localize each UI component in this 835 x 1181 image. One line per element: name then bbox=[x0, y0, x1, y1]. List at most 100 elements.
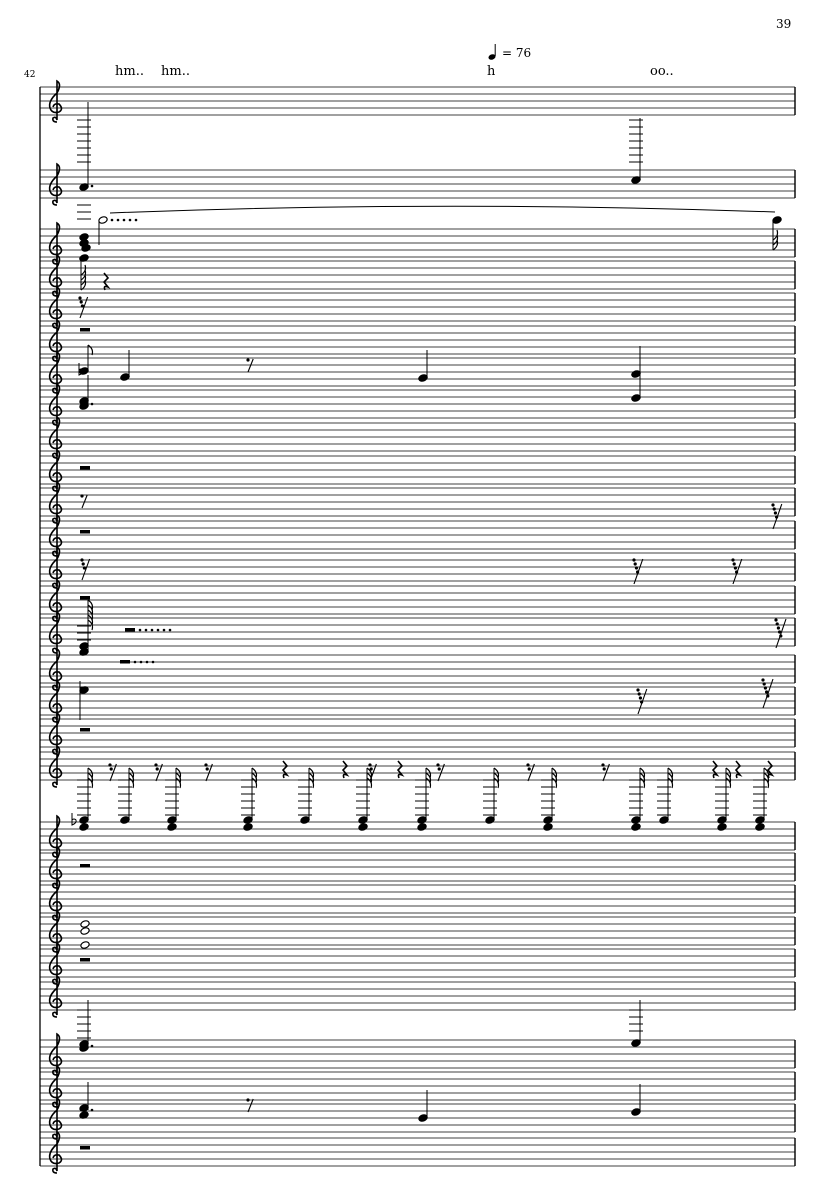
augmentation-dot bbox=[90, 1108, 94, 1112]
rest-dot bbox=[636, 688, 640, 692]
rest-dot bbox=[634, 566, 639, 570]
treble-clef-icon bbox=[48, 647, 63, 691]
treble-clef-icon bbox=[48, 318, 63, 362]
notehead bbox=[98, 216, 108, 224]
augmentation-dot bbox=[138, 628, 142, 632]
eighth-rest-icon bbox=[79, 296, 89, 319]
note-flag bbox=[87, 777, 94, 789]
rest-dot bbox=[437, 767, 441, 771]
treble-clef-icon bbox=[48, 162, 63, 206]
treble-clef-icon bbox=[48, 1130, 63, 1174]
whole-rest-icon bbox=[80, 466, 90, 470]
note-flag bbox=[251, 777, 258, 789]
treble-clef-icon bbox=[48, 1096, 63, 1140]
eighth-rest-icon bbox=[633, 558, 644, 585]
treble-clef-icon bbox=[48, 253, 63, 297]
treble-clef-icon bbox=[48, 415, 63, 459]
rest-dot bbox=[601, 763, 605, 767]
note-flag bbox=[128, 777, 135, 789]
note-flag bbox=[667, 777, 674, 789]
rest-dot bbox=[774, 618, 778, 622]
treble-clef-icon bbox=[48, 877, 63, 921]
treble-clef-icon bbox=[48, 513, 63, 557]
rest-dot bbox=[246, 358, 250, 362]
note-flag bbox=[308, 777, 315, 789]
lyric-syllable: hm.. bbox=[161, 64, 190, 79]
augmentation-dot bbox=[128, 218, 132, 222]
notehead bbox=[80, 941, 90, 949]
rest-dot bbox=[733, 566, 738, 570]
eighth-rest-icon bbox=[205, 763, 213, 782]
whole-rest-icon bbox=[125, 628, 135, 632]
whole-rest-icon bbox=[80, 328, 90, 332]
rest-dot bbox=[633, 562, 637, 566]
whole-rest-icon bbox=[80, 728, 90, 732]
rest-dot bbox=[82, 566, 86, 570]
quarter-rest-icon bbox=[102, 272, 111, 291]
notehead bbox=[167, 823, 177, 831]
treble-clef-icon bbox=[48, 1064, 63, 1108]
treble-clef-icon bbox=[48, 221, 63, 265]
page-number: 39 bbox=[776, 17, 792, 31]
treble-clef-icon bbox=[48, 545, 63, 589]
quarter-rest-icon bbox=[711, 760, 720, 779]
augmentation-dot bbox=[139, 660, 143, 664]
tie bbox=[109, 205, 776, 214]
rest-dot bbox=[763, 686, 768, 690]
rest-dot bbox=[732, 562, 736, 566]
eighth-rest-icon bbox=[247, 1098, 254, 1113]
quarter-rest-icon bbox=[734, 760, 743, 779]
rest-dot bbox=[154, 763, 158, 767]
treble-clef-icon bbox=[48, 350, 63, 394]
note-flag bbox=[175, 777, 182, 789]
whole-rest-icon bbox=[80, 958, 90, 962]
notehead bbox=[358, 823, 368, 831]
eighth-rest-icon bbox=[732, 558, 743, 585]
rest-dot bbox=[765, 690, 769, 694]
rest-dot bbox=[80, 558, 84, 562]
rest-dot bbox=[80, 304, 84, 308]
measure-number: 42 bbox=[24, 70, 36, 80]
augmentation-dot bbox=[162, 628, 166, 632]
notehead bbox=[417, 823, 427, 831]
whole-rest-icon bbox=[80, 1146, 90, 1150]
eighth-rest-icon bbox=[369, 763, 377, 782]
treble-clef-icon bbox=[48, 1032, 63, 1076]
rest-dot bbox=[637, 692, 641, 696]
whole-rest-icon bbox=[120, 660, 130, 664]
augmentation-dot bbox=[145, 660, 149, 664]
eighth-rest-icon bbox=[109, 763, 117, 782]
lyric-syllable: oo.. bbox=[650, 64, 674, 79]
eighth-rest-icon bbox=[637, 688, 648, 715]
rest-dot bbox=[776, 626, 781, 630]
rest-dot bbox=[109, 767, 113, 771]
augmentation-dot bbox=[90, 184, 94, 188]
rest-dot bbox=[108, 763, 112, 767]
notehead bbox=[755, 823, 765, 831]
whole-rest-icon bbox=[80, 864, 90, 868]
eighth-rest-icon bbox=[437, 763, 445, 782]
eighth-rest-icon bbox=[155, 763, 163, 782]
note-flag bbox=[725, 777, 732, 789]
rest-dot bbox=[731, 558, 735, 562]
notehead bbox=[717, 823, 727, 831]
treble-clef-icon bbox=[48, 79, 63, 123]
rest-dot bbox=[527, 767, 531, 771]
note-flag bbox=[763, 777, 770, 789]
tempo-marking: = 76 bbox=[488, 44, 531, 60]
note-flag bbox=[366, 777, 373, 789]
augmentation-dot bbox=[133, 660, 137, 664]
notehead bbox=[543, 823, 553, 831]
rest-dot bbox=[368, 763, 372, 767]
rest-dot bbox=[602, 767, 606, 771]
rest-dot bbox=[81, 562, 85, 566]
rest-dot bbox=[775, 622, 779, 626]
note-flag bbox=[493, 777, 500, 789]
notehead bbox=[79, 1111, 89, 1119]
treble-clef-icon bbox=[48, 909, 63, 953]
augmentation-dot bbox=[134, 218, 138, 222]
treble-clef-icon bbox=[48, 941, 63, 985]
treble-clef-icon bbox=[48, 679, 63, 723]
note-flag bbox=[772, 229, 779, 241]
